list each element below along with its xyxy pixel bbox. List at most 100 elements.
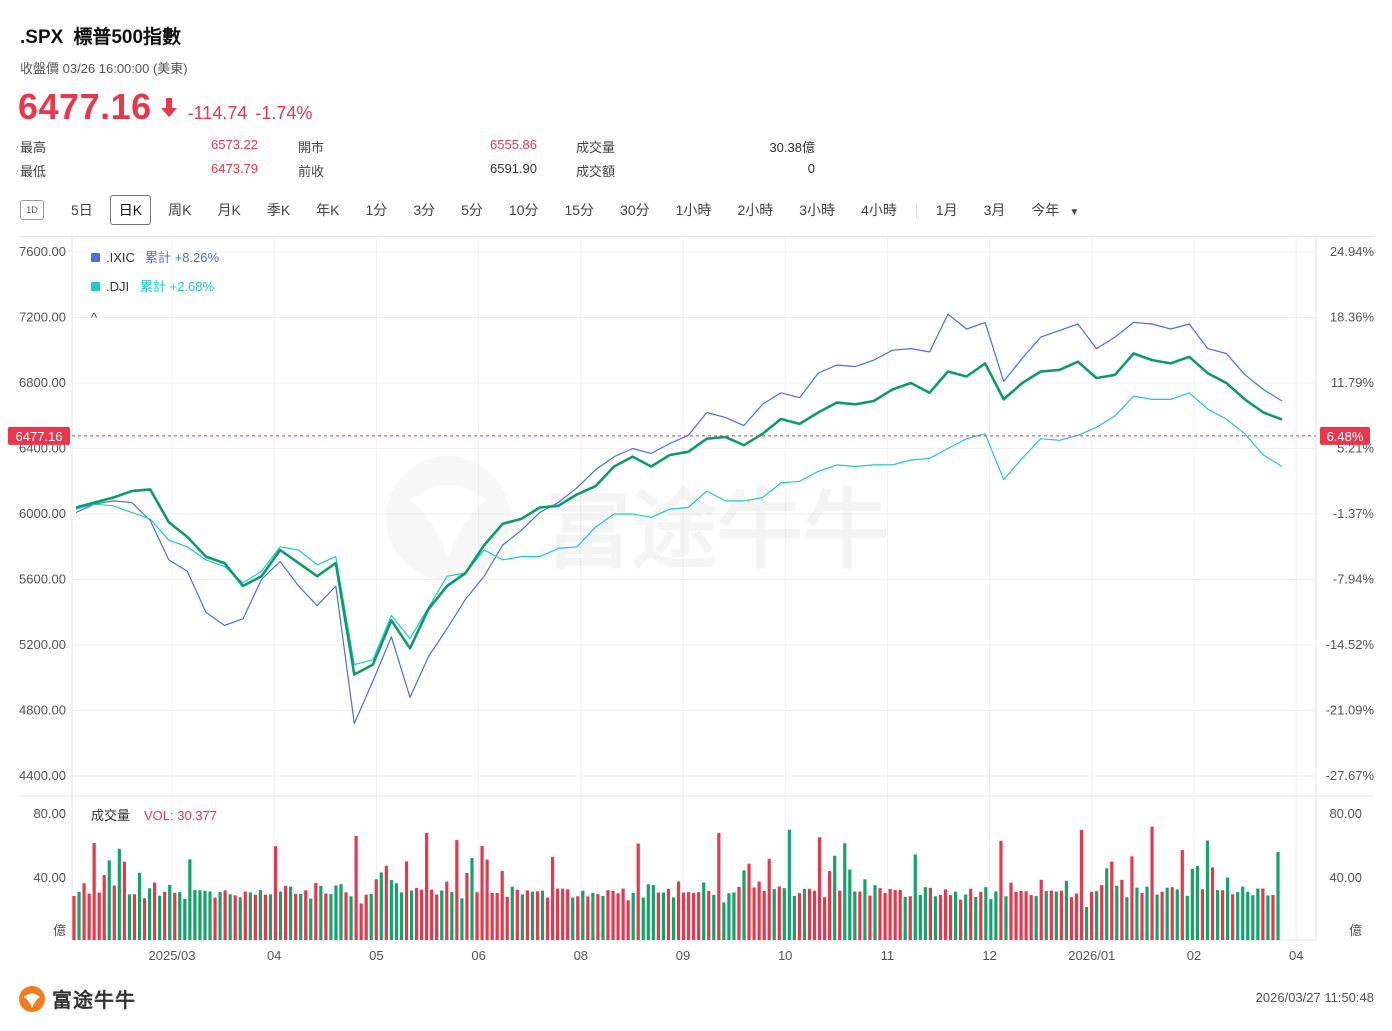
tab-1hour[interactable]: 1小時	[675, 202, 712, 218]
tab-3hour[interactable]: 3小時	[799, 202, 836, 218]
day-icon[interactable]: 1D	[20, 200, 44, 220]
high-value: 6573.22	[211, 137, 258, 152]
volume-bar	[1190, 868, 1194, 940]
volume-bar	[87, 893, 91, 940]
volume-bar	[1165, 887, 1169, 940]
volume-bar	[147, 888, 152, 940]
volume-bar	[994, 891, 998, 940]
volume-bar	[102, 874, 106, 940]
volume-bar	[1115, 885, 1119, 940]
volume-bar	[158, 895, 162, 940]
tab-4hour[interactable]: 4小時	[861, 202, 897, 218]
volume-bar	[692, 892, 696, 940]
volume-bar	[948, 895, 953, 940]
volume-bar	[495, 892, 499, 940]
volume-bar	[1140, 893, 1144, 940]
volume-bar	[389, 880, 393, 940]
left-tick-label: 4800.00	[19, 703, 66, 718]
volume-bar	[268, 894, 273, 940]
volume-bar	[1130, 856, 1134, 940]
x-tick-label: 12	[982, 948, 996, 963]
volume-bar	[787, 829, 791, 940]
period-tabs: 1D 5日 日K 周K 月K 季K 年K 1分 3分 5分 10分 15分 30…	[20, 195, 1092, 225]
volume-bar	[1034, 896, 1038, 940]
volume-bar	[999, 840, 1003, 940]
tab-30min[interactable]: 30分	[620, 202, 650, 218]
volume-bar	[137, 872, 142, 940]
volume-bar	[1084, 907, 1089, 940]
volume-bar	[253, 894, 257, 940]
volume-bar	[671, 897, 676, 940]
tab-weekly-k[interactable]: 周K	[168, 202, 192, 218]
left-tick-label: 5600.00	[19, 572, 66, 587]
volume-bar	[319, 885, 323, 940]
volume-bar	[218, 892, 222, 940]
volume-bar	[556, 888, 560, 940]
tab-3month[interactable]: 3月	[983, 202, 1006, 218]
volume-bar	[601, 895, 605, 940]
volume-bar	[807, 888, 812, 940]
volume-bar	[213, 897, 217, 940]
footer-brand: 富途牛牛	[52, 990, 136, 1012]
right-tick-label: -7.94%	[1333, 572, 1375, 587]
footer-timestamp: 2026/03/27 11:50:48	[1255, 990, 1374, 1005]
volume-left-tick: 40.00	[33, 870, 66, 885]
x-tick-label: 09	[676, 948, 690, 963]
last-pct-tag-bg	[1320, 426, 1370, 445]
right-tick-label: -21.09%	[1326, 703, 1375, 718]
x-tick-label: 2026/01	[1068, 948, 1115, 963]
x-tick-label: 02	[1187, 948, 1201, 963]
tab-quarterly-k[interactable]: 季K	[266, 202, 291, 218]
volume-bar	[263, 894, 268, 940]
volume-bar	[379, 872, 383, 940]
turnover-label: 成交額	[576, 164, 616, 179]
volume-bar	[651, 885, 655, 940]
volume-bar	[72, 895, 76, 940]
stock-title: .SPX 標普500指數	[20, 22, 181, 49]
tab-10min[interactable]: 10分	[508, 202, 539, 218]
tab-yearly-k[interactable]: 年K	[316, 202, 340, 218]
volume-bar	[440, 890, 444, 940]
tab-monthly-k[interactable]: 月K	[217, 202, 241, 218]
volume-bar	[450, 892, 454, 940]
turnover-value: 0	[807, 161, 815, 176]
volume-bar	[1155, 894, 1159, 940]
volume-bar	[1271, 894, 1275, 940]
stock-code: .SPX	[20, 27, 64, 48]
down-arrow-icon	[160, 98, 177, 117]
volume-bar	[697, 892, 701, 940]
tab-5min[interactable]: 5分	[461, 202, 483, 218]
tab-5d[interactable]: 5日	[71, 202, 93, 218]
last-price-tag: 6477.16	[16, 429, 63, 444]
volume-bar	[626, 900, 630, 940]
volume-bar	[747, 863, 751, 940]
tab-15min[interactable]: 15分	[564, 202, 595, 218]
volume-bar	[465, 872, 469, 940]
volume-bar	[797, 893, 802, 940]
volume-bar	[445, 881, 449, 940]
volume-bar	[193, 890, 197, 940]
tab-3min[interactable]: 3分	[413, 202, 436, 218]
volume-bar	[757, 881, 761, 940]
tab-1month[interactable]: 1月	[935, 202, 958, 218]
tab-ytd[interactable]: 今年 ▼	[1018, 196, 1092, 224]
volume-bar	[596, 893, 600, 940]
volume-value: 30.38億	[769, 140, 815, 155]
tab-1min[interactable]: 1分	[365, 202, 388, 218]
tab-2hour[interactable]: 2小時	[737, 202, 774, 218]
volume-bar	[1246, 891, 1250, 940]
volume-bar	[82, 883, 86, 940]
high-label: 最高	[20, 140, 47, 155]
volume-bars: 80.00 80.00 40.00 40.00 億 億	[33, 806, 1362, 940]
chart-legend: .IXIC 累計 +8.26% .DJI 累計 +2.68% ^	[91, 250, 220, 325]
legend-cumulative: 累計 +8.26%	[145, 250, 220, 265]
volume-label: 成交量	[576, 140, 616, 155]
dropdown-caret-icon: ▼	[1069, 207, 1080, 218]
volume-bar	[717, 832, 721, 940]
volume-bar	[843, 843, 847, 940]
tab-daily-k[interactable]: 日K	[109, 195, 152, 225]
volume-bar	[1110, 861, 1114, 940]
volume-bar	[772, 889, 776, 940]
volume-bar	[898, 889, 902, 940]
